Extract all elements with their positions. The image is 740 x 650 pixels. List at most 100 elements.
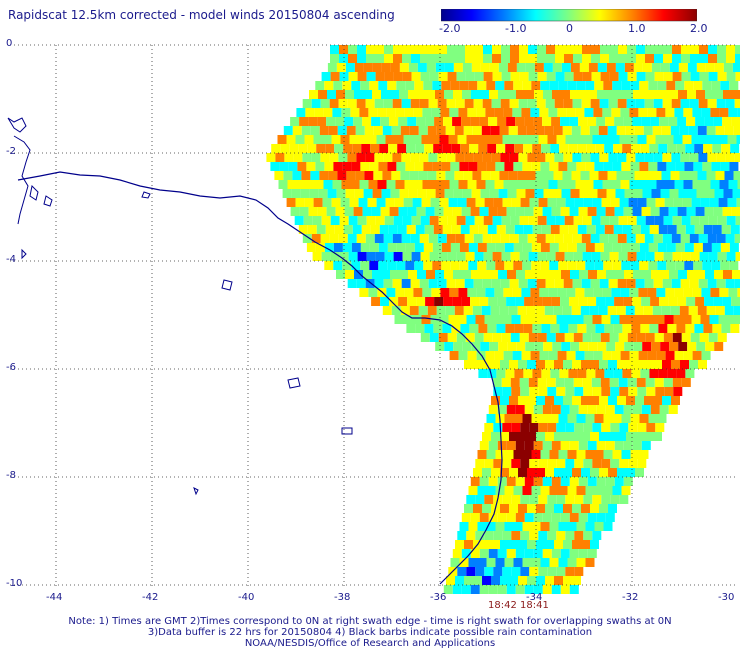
wind-difference-cell [462,90,471,99]
wind-difference-cell [645,72,655,81]
latitude-label: -10 [6,578,23,589]
wind-difference-cell [541,369,551,378]
wind-difference-cell [342,81,352,90]
wind-difference-cell [659,117,669,126]
wind-difference-cell [411,54,420,63]
wind-difference-cell [274,171,284,180]
wind-difference-cell [584,351,594,360]
wind-difference-cell [651,90,660,99]
wind-difference-cell [591,54,600,63]
wind-difference-cell [732,270,740,279]
wind-difference-cell [581,279,591,288]
wind-difference-cell [606,342,616,351]
wind-difference-cell [518,504,527,513]
wind-difference-cell [547,315,557,324]
wind-difference-cell [383,234,393,243]
wind-difference-cell [654,252,664,261]
wind-difference-cell [634,126,644,135]
wind-difference-cell [482,153,492,162]
wind-difference-cell [671,396,680,405]
wind-difference-cell [658,144,668,153]
wind-difference-cell [563,468,572,477]
wind-difference-cell [517,126,527,135]
wind-difference-cell [363,63,373,72]
wind-difference-cell [641,207,651,216]
wind-difference-cell [467,288,477,297]
wind-difference-cell [561,342,571,351]
wind-difference-cell [658,225,668,234]
wind-difference-cell [711,243,721,252]
wind-difference-cell [671,234,681,243]
wind-difference-cell [596,405,606,414]
wind-difference-cell [474,54,483,63]
wind-difference-cell [375,45,384,54]
wind-difference-cell [459,522,469,531]
wind-difference-cell [557,351,567,360]
wind-difference-cell [348,45,357,54]
wind-difference-cell [468,522,478,531]
wind-difference-cell [648,81,658,90]
wind-difference-cell [734,279,740,288]
wind-difference-cell [624,189,634,198]
wind-difference-cell [524,441,534,450]
wind-difference-cell [704,117,714,126]
wind-difference-cell [563,432,572,441]
wind-difference-cell [718,135,728,144]
wind-difference-cell [389,297,399,306]
wind-difference-cell [616,306,626,315]
wind-difference-cell [580,126,590,135]
wind-difference-cell [512,108,522,117]
wind-difference-cell [570,189,580,198]
wind-difference-cell [561,90,570,99]
wind-difference-cell [632,405,642,414]
wind-difference-cell [528,54,537,63]
wind-difference-cell [633,90,642,99]
wind-difference-cell [737,180,740,189]
wind-difference-cell [449,288,459,297]
wind-difference-cell [414,243,424,252]
wind-difference-cell [486,522,496,531]
wind-difference-cell [528,45,537,54]
wind-difference-cell [359,288,369,297]
wind-difference-cell [438,333,448,342]
wind-difference-cell [522,450,532,459]
wind-difference-cell [567,261,577,270]
wind-difference-cell [286,198,296,207]
wind-difference-cell [577,369,587,378]
wind-difference-cell [719,108,729,117]
wind-difference-cell [510,378,520,387]
wind-difference-cell [546,54,555,63]
wind-difference-cell [686,117,696,126]
wind-difference-cell [509,432,518,441]
wind-difference-cell [459,558,469,567]
wind-difference-cell [574,495,584,504]
wind-difference-cell [321,216,331,225]
wind-difference-cell [488,549,498,558]
wind-difference-cell [387,243,397,252]
wind-difference-cell [516,189,526,198]
wind-difference-cell [511,495,521,504]
wind-difference-cell [631,144,641,153]
wind-difference-cell [592,459,602,468]
wind-difference-cell [424,144,434,153]
wind-difference-cell [606,270,615,279]
wind-difference-cell [585,243,595,252]
wind-difference-cell [574,567,584,576]
wind-difference-cell [357,72,367,81]
wind-difference-cell [424,324,434,333]
wind-difference-cell [555,45,564,54]
colorbar-tick: 0 [566,22,573,35]
wind-difference-cell [301,171,311,180]
wind-difference-cell [513,81,523,90]
wind-difference-cell [703,225,713,234]
wind-difference-cell [572,234,582,243]
wind-difference-cell [402,45,411,54]
wind-difference-cell [644,234,654,243]
wind-difference-cell [490,171,500,180]
wind-difference-cell [367,135,377,144]
wind-difference-cell [586,225,596,234]
wind-difference-cell [494,288,504,297]
wind-difference-cell [518,576,527,585]
wind-difference-cell [612,486,622,495]
wind-difference-cell [498,189,508,198]
